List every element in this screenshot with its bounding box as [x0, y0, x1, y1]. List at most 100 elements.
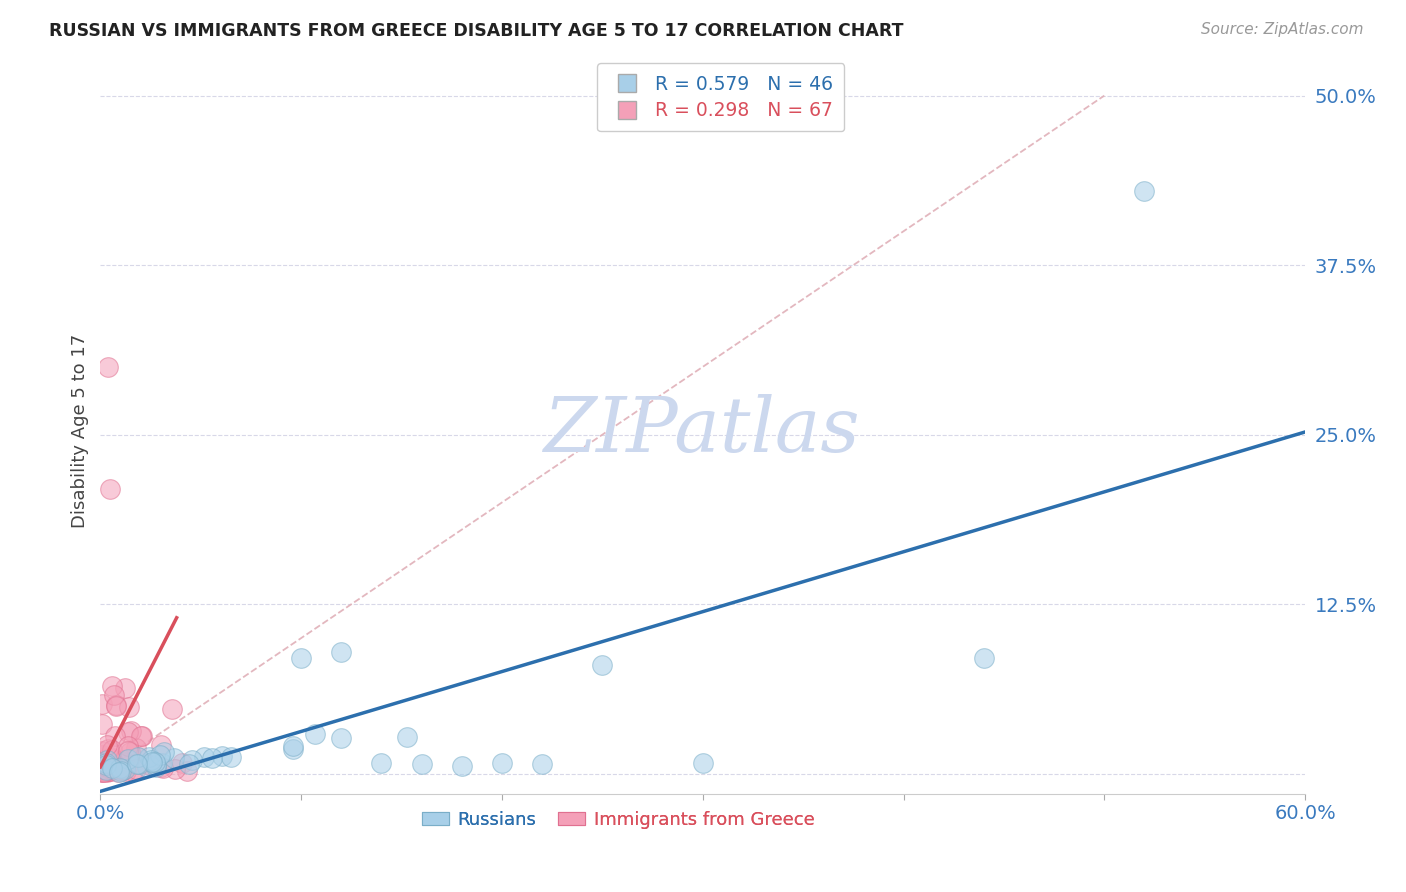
Point — [91, 762, 114, 776]
Point — [96, 756, 118, 771]
Point — [330, 731, 353, 745]
Point — [176, 764, 198, 778]
Point — [152, 761, 174, 775]
Point — [91, 697, 114, 711]
Point — [591, 658, 613, 673]
Point — [104, 729, 127, 743]
Point — [117, 744, 139, 758]
Point — [96, 765, 118, 780]
Point — [112, 755, 135, 769]
Point — [114, 681, 136, 696]
Point — [152, 756, 174, 770]
Point — [93, 765, 115, 780]
Point — [531, 757, 554, 772]
Point — [145, 760, 167, 774]
Point — [91, 717, 114, 731]
Point — [125, 750, 148, 764]
Point — [100, 761, 122, 775]
Point — [96, 764, 118, 778]
Point — [125, 756, 148, 771]
Point — [97, 359, 120, 374]
Point — [96, 760, 118, 774]
Point — [120, 724, 142, 739]
Point — [692, 756, 714, 770]
Point — [165, 762, 187, 776]
Point — [107, 764, 129, 779]
Point — [201, 751, 224, 765]
Point — [170, 756, 193, 771]
Point — [115, 764, 138, 779]
Point — [153, 745, 176, 759]
Point — [193, 750, 215, 764]
Point — [117, 752, 139, 766]
Point — [108, 760, 131, 774]
Point — [145, 758, 167, 772]
Point — [96, 738, 118, 752]
Y-axis label: Disability Age 5 to 17: Disability Age 5 to 17 — [72, 334, 89, 528]
Point — [411, 757, 433, 772]
Point — [101, 743, 124, 757]
Point — [117, 739, 139, 753]
Point — [105, 698, 128, 713]
Point — [91, 763, 114, 777]
Point — [125, 762, 148, 776]
Point — [125, 741, 148, 756]
Point — [91, 744, 114, 758]
Point — [395, 731, 418, 745]
Point — [370, 756, 392, 770]
Text: ZIPatlas: ZIPatlas — [544, 394, 860, 468]
Point — [97, 742, 120, 756]
Point — [91, 748, 114, 763]
Point — [163, 751, 186, 765]
Point — [129, 729, 152, 743]
Point — [108, 763, 131, 777]
Point — [93, 764, 115, 778]
Point — [91, 764, 114, 779]
Point — [96, 753, 118, 767]
Point — [450, 758, 472, 772]
Point — [100, 749, 122, 764]
Point — [290, 651, 312, 665]
Point — [211, 748, 233, 763]
Point — [110, 762, 132, 776]
Point — [96, 762, 118, 776]
Point — [114, 762, 136, 776]
Point — [120, 745, 142, 759]
Point — [141, 756, 163, 770]
Point — [91, 753, 114, 767]
Text: Source: ZipAtlas.com: Source: ZipAtlas.com — [1201, 22, 1364, 37]
Point — [103, 688, 125, 702]
Point — [149, 738, 172, 752]
Point — [91, 765, 114, 780]
Point — [117, 724, 139, 739]
Point — [136, 757, 159, 772]
Point — [179, 757, 201, 772]
Point — [101, 679, 124, 693]
Point — [96, 763, 118, 777]
Point — [149, 748, 172, 763]
Point — [1133, 184, 1156, 198]
Point — [96, 760, 118, 774]
Point — [118, 699, 141, 714]
Point — [97, 764, 120, 779]
Point — [281, 739, 304, 754]
Point — [96, 755, 118, 769]
Point — [96, 761, 118, 775]
Point — [139, 753, 162, 767]
Point — [96, 758, 118, 772]
Point — [91, 762, 114, 776]
Point — [107, 764, 129, 779]
Point — [100, 762, 122, 776]
Point — [149, 760, 172, 774]
Point — [127, 749, 149, 764]
Point — [304, 727, 326, 741]
Point — [139, 758, 162, 772]
Point — [110, 764, 132, 778]
Point — [100, 482, 122, 496]
Point — [135, 760, 157, 774]
Point — [101, 760, 124, 774]
Point — [98, 764, 121, 778]
Point — [98, 750, 121, 764]
Point — [104, 763, 127, 777]
Point — [973, 651, 995, 665]
